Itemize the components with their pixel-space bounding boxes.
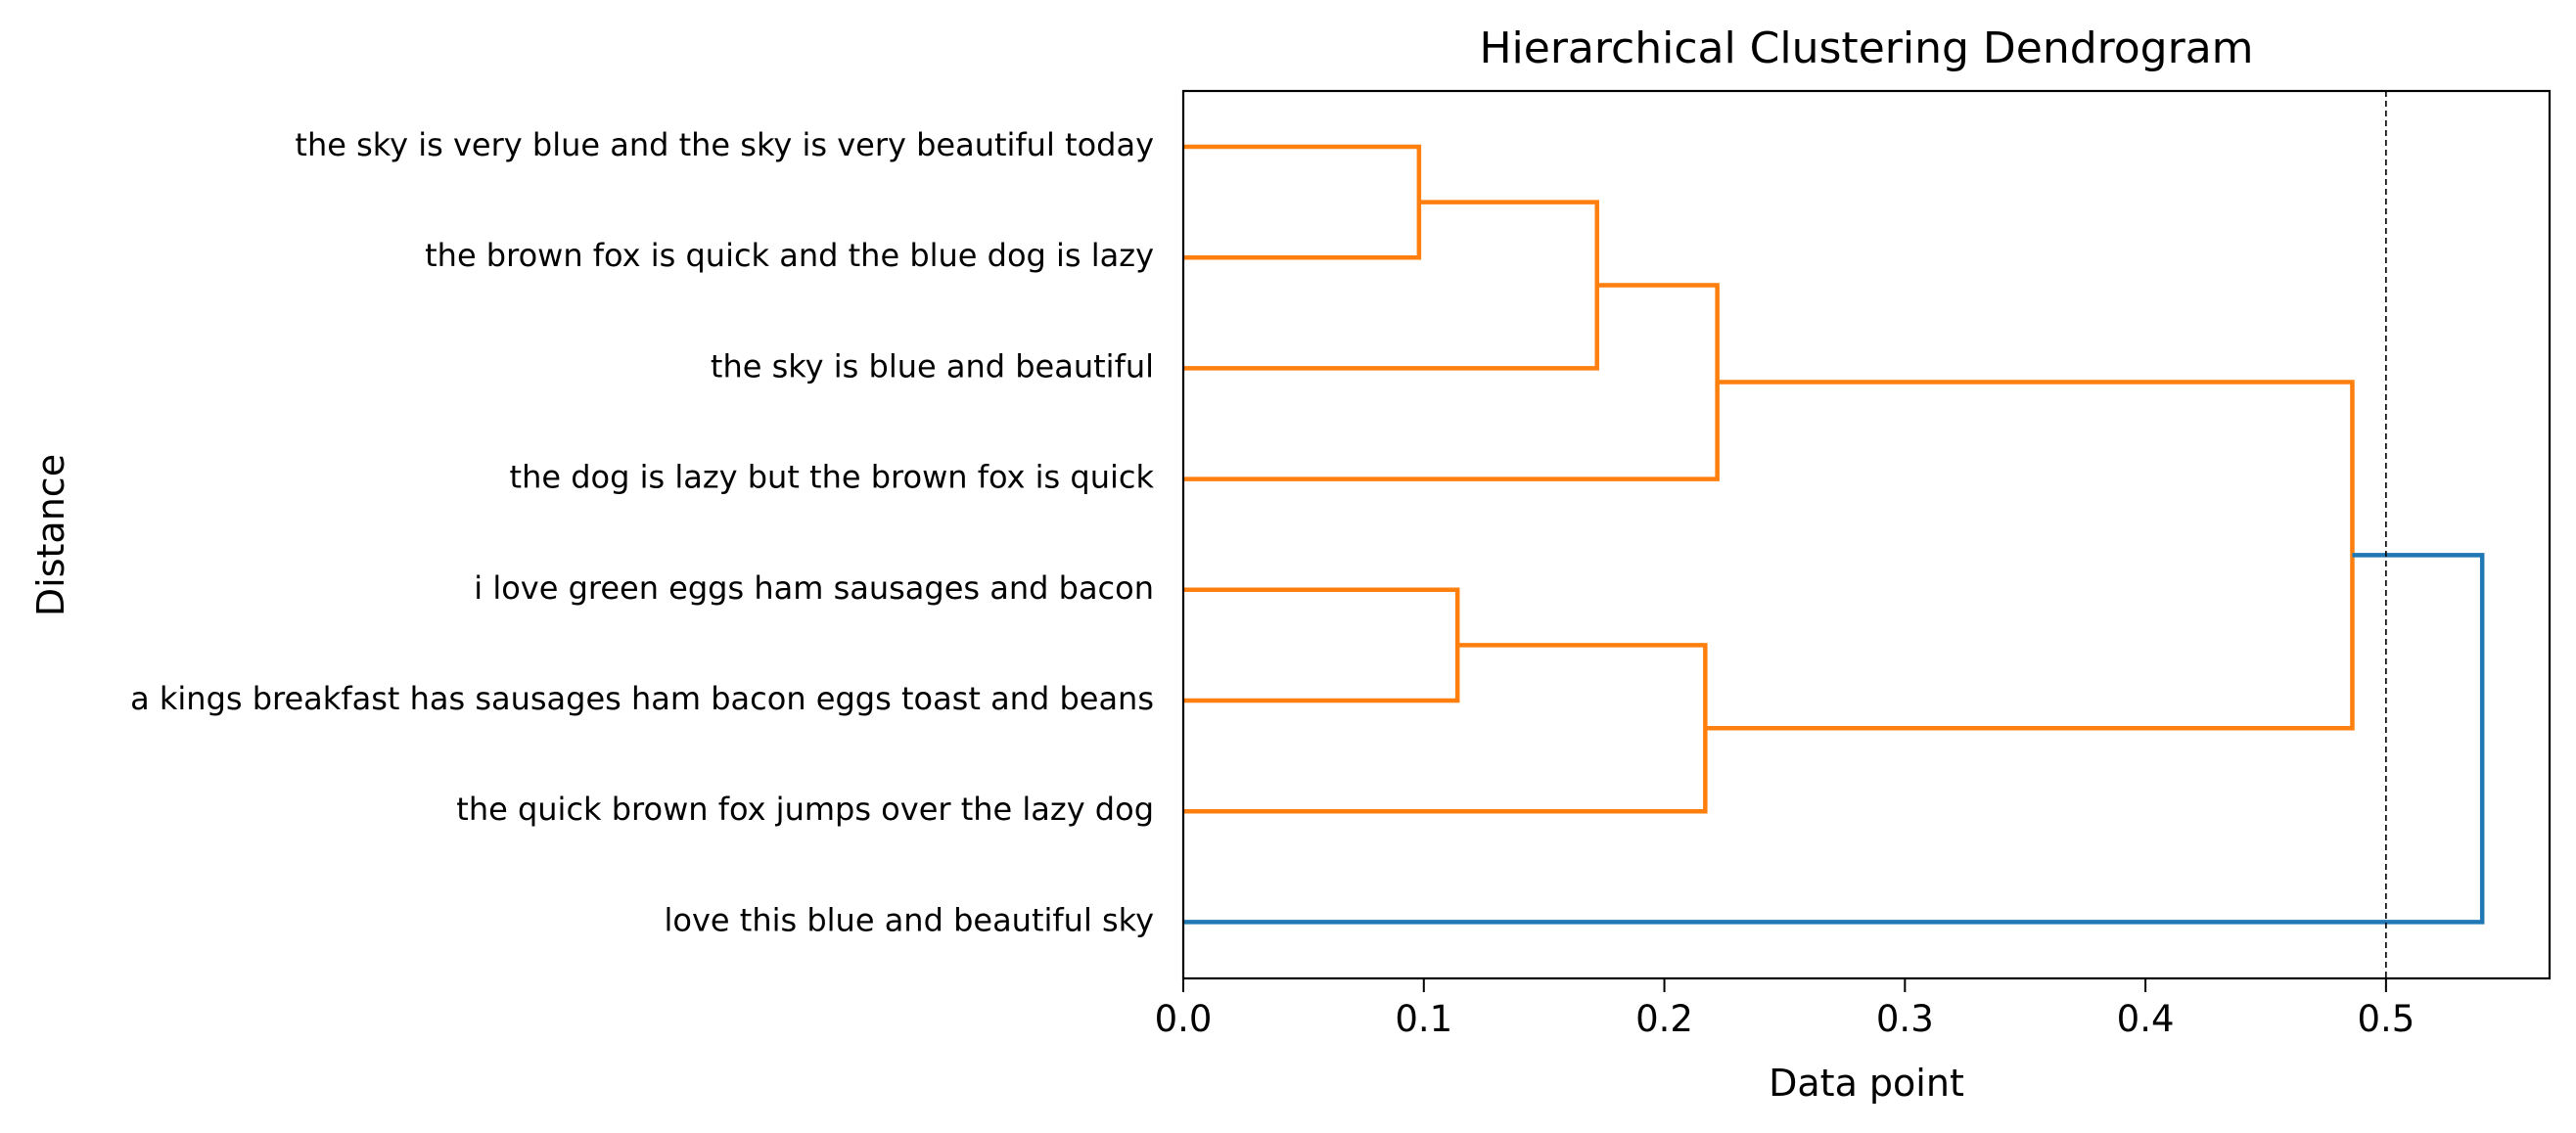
dendrogram-link <box>1183 587 1460 703</box>
x-tick-label: 0.4 <box>2117 998 2175 1040</box>
dendrogram-link <box>1705 380 2355 731</box>
leaf-labels: the sky is very blue and the sky is very… <box>130 126 1154 938</box>
dendrogram-links <box>1183 144 2485 925</box>
leaf-label: love this blue and beautiful sky <box>665 901 1154 938</box>
x-tick-label: 0.3 <box>1876 998 1934 1040</box>
leaf-label: i love green eggs ham sausages and bacon <box>474 569 1154 607</box>
x-tick-label: 0.0 <box>1155 998 1213 1040</box>
dendrogram-link <box>1183 144 1422 260</box>
chart-title: Hierarchical Clustering Dendrogram <box>1479 23 2253 73</box>
y-axis-label: Distance <box>29 454 72 616</box>
dendrogram-link <box>1183 283 1720 481</box>
leaf-label: the sky is blue and beautiful <box>711 347 1154 385</box>
leaf-label: the dog is lazy but the brown fox is qui… <box>510 459 1155 496</box>
leaf-label: the quick brown fox jumps over the lazy … <box>456 791 1154 828</box>
leaf-label: the brown fox is quick and the blue dog … <box>425 237 1154 274</box>
x-axis-ticks: 0.0 0.1 0.2 0.3 0.4 0.5 <box>1155 978 2415 1040</box>
plot-frame <box>1181 89 2552 980</box>
x-tick-label: 0.5 <box>2357 998 2415 1040</box>
leaf-label: the sky is very blue and the sky is very… <box>295 126 1154 163</box>
x-axis-label: Data point <box>1769 1062 1964 1105</box>
dendrogram-link <box>1183 643 1708 814</box>
x-tick-label: 0.1 <box>1395 998 1452 1040</box>
leaf-label: a kings breakfast has sausages ham bacon… <box>130 680 1154 717</box>
dendrogram-link <box>1183 553 2485 925</box>
x-tick-label: 0.2 <box>1635 998 1693 1040</box>
dendrogram-link <box>1183 200 1599 371</box>
